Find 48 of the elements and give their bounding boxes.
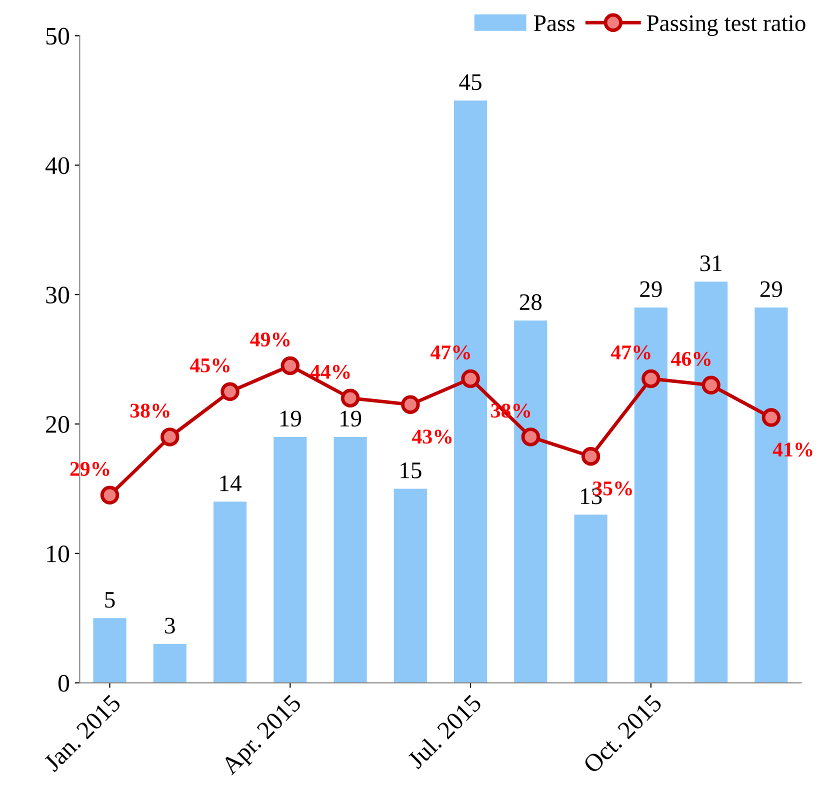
data-label: 43% <box>412 430 452 444</box>
data-label: 46% <box>671 352 710 366</box>
bar <box>153 644 186 683</box>
bar <box>213 502 247 683</box>
point <box>521 428 540 446</box>
y-tick-label: 20 <box>46 416 70 433</box>
y-tick-label: 0 <box>58 674 70 692</box>
data-label: 14 <box>220 475 242 492</box>
data-label: 29% <box>70 462 110 476</box>
data-label: 49% <box>250 332 290 347</box>
data-label: 38% <box>130 404 170 418</box>
data-label: 45 <box>459 74 482 90</box>
point <box>642 369 660 388</box>
data-label: 47% <box>610 345 650 360</box>
point <box>762 408 781 427</box>
point <box>100 486 120 505</box>
data-label: 29 <box>760 281 782 298</box>
y-tick-label: 30 <box>46 286 70 304</box>
bar <box>394 488 427 683</box>
point <box>702 376 720 395</box>
point <box>401 395 420 414</box>
data-label: 3 <box>165 618 175 634</box>
data-label: 28 <box>520 294 542 310</box>
data-label: 15 <box>400 462 422 478</box>
bar <box>274 436 307 683</box>
data-label: 19 <box>280 410 301 427</box>
bar <box>334 436 367 683</box>
point <box>461 369 480 388</box>
data-label: 47% <box>430 345 470 360</box>
legend-label: Pass <box>534 15 575 32</box>
y-tick-label: 10 <box>47 545 70 562</box>
point <box>581 446 600 466</box>
legend-label: Passing test ratio <box>646 15 806 36</box>
bar <box>93 618 126 683</box>
point <box>280 356 300 376</box>
data-label: 44% <box>310 364 350 379</box>
data-label: 19 <box>340 410 362 427</box>
y-tick-label: 40 <box>45 157 70 174</box>
point <box>160 428 180 446</box>
bar <box>574 514 608 683</box>
data-label: 41% <box>772 442 812 457</box>
data-label: 29 <box>640 281 662 298</box>
point <box>340 388 360 408</box>
data-label: 31 <box>700 255 722 272</box>
y-tick-label: 50 <box>46 28 70 45</box>
data-label: 45% <box>190 358 230 372</box>
data-label: 5 <box>105 592 115 608</box>
point <box>220 382 240 402</box>
